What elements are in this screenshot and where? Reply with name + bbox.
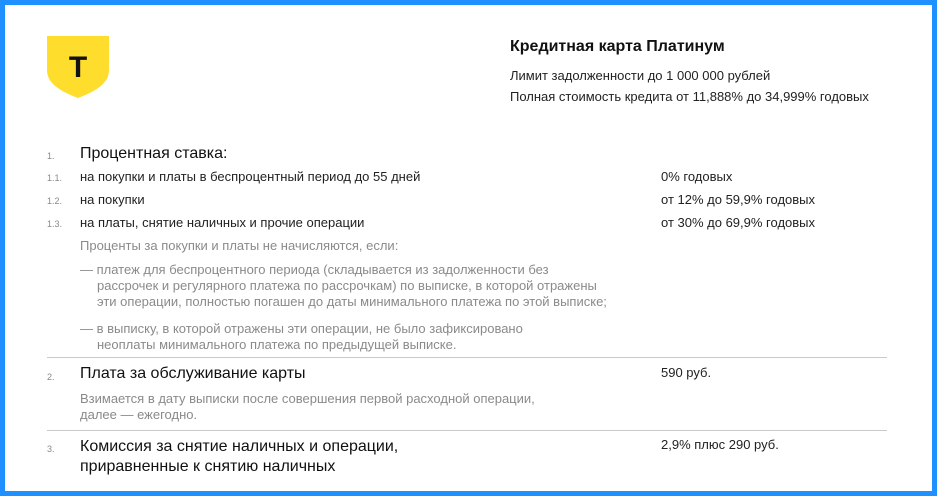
item-number: 1.3. bbox=[47, 219, 63, 229]
section-divider bbox=[47, 357, 887, 358]
item-label: на покупки bbox=[80, 192, 145, 207]
interest-note-title: Проценты за покупки и платы не начисляют… bbox=[80, 238, 399, 253]
section-number: 3. bbox=[47, 444, 55, 454]
section-number: 2. bbox=[47, 372, 55, 382]
section-divider bbox=[47, 430, 887, 431]
title-line: приравненные к снятию наличных bbox=[80, 458, 336, 475]
item-value: от 12% до 59,9% годовых bbox=[661, 192, 816, 207]
item-value: 0% годовых bbox=[661, 169, 733, 184]
item-number: 1.1. bbox=[47, 173, 63, 183]
service-fee-value: 590 руб. bbox=[661, 365, 712, 380]
credit-limit: Лимит задолженности до 1 000 000 рублей bbox=[510, 68, 771, 83]
condition-line: — платеж для беспроцентного периода (скл… bbox=[80, 262, 549, 277]
interest-condition-2: — в выписку, в которой отражены эти опер… bbox=[80, 321, 523, 353]
note-line: далее — ежегодно. bbox=[80, 407, 198, 422]
cash-commission-value: 2,9% плюс 290 руб. bbox=[661, 437, 779, 452]
condition-line: неоплаты минимального платежа по предыду… bbox=[97, 337, 457, 352]
section-title-cash-commission: Комиссия за снятие наличных и операции, … bbox=[80, 437, 398, 477]
interest-condition-1: — платеж для беспроцентного периода (скл… bbox=[80, 262, 607, 310]
item-label: на покупки и платы в беспроцентный перио… bbox=[80, 169, 421, 184]
logo-letter: Т bbox=[69, 51, 87, 84]
condition-line: — в выписку, в которой отражены эти опер… bbox=[80, 321, 523, 336]
section-number: 1. bbox=[47, 151, 55, 161]
item-number: 1.2. bbox=[47, 196, 63, 206]
condition-line: рассрочек и регулярного платежа по расср… bbox=[97, 278, 597, 293]
section-title-interest-rate: Процентная ставка: bbox=[80, 145, 228, 162]
card-title: Кредитная карта Платинум bbox=[510, 38, 725, 55]
full-credit-cost: Полная стоимость кредита от 11,888% до 3… bbox=[510, 89, 869, 104]
tinkoff-logo-icon: Т bbox=[47, 36, 109, 98]
note-line: Взимается в дату выписки после совершени… bbox=[80, 391, 535, 406]
item-value: от 30% до 69,9% годовых bbox=[661, 215, 816, 230]
title-line: Комиссия за снятие наличных и операции, bbox=[80, 438, 399, 455]
condition-line: эти операции, полностью погашен до даты … bbox=[97, 294, 607, 309]
service-fee-note: Взимается в дату выписки после совершени… bbox=[80, 391, 535, 423]
card-header: Кредитная карта Платинум Лимит задолженн… bbox=[510, 38, 869, 110]
item-label: на платы, снятие наличных и прочие опера… bbox=[80, 215, 365, 230]
section-title-service-fee: Плата за обслуживание карты bbox=[80, 365, 306, 382]
